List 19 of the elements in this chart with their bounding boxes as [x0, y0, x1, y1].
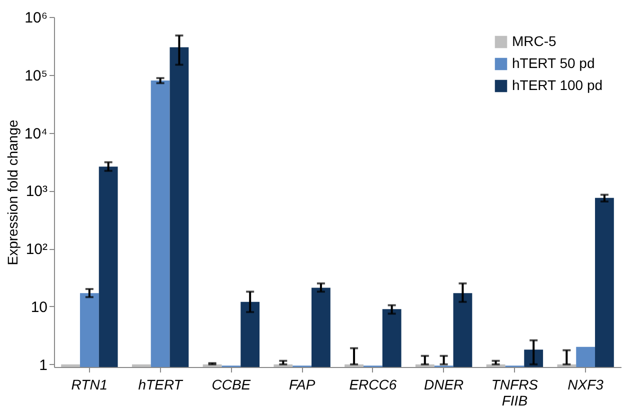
- x-tick-label: RTN1: [71, 376, 108, 392]
- x-tick-label: FAP: [288, 376, 316, 392]
- y-tick-label: 10⁵: [24, 67, 48, 84]
- x-tick-label: NXF3: [568, 376, 604, 392]
- y-tick-label: 10⁴: [24, 125, 48, 142]
- x-tick-label: TNFRS FIIB: [491, 376, 539, 408]
- y-tick-label: 10: [30, 298, 48, 316]
- y-tick-label: 10⁶: [24, 10, 48, 26]
- legend-label: hTERT 100 pd: [512, 77, 603, 93]
- y-tick-label: 10²: [26, 241, 48, 258]
- x-tick-label: hTERT: [138, 376, 184, 392]
- y-axis-title: Expression fold change: [4, 120, 20, 266]
- legend-label: hTERT 50 pd: [512, 55, 595, 71]
- x-tick-label: CCBE: [212, 376, 252, 392]
- y-tick-label: 10³: [26, 183, 48, 200]
- y-tick-label: 1: [39, 356, 48, 374]
- x-tick-label: ERCC6: [349, 376, 397, 392]
- legend-label: MRC-5: [512, 33, 557, 49]
- x-tick-label: DNER: [424, 376, 464, 392]
